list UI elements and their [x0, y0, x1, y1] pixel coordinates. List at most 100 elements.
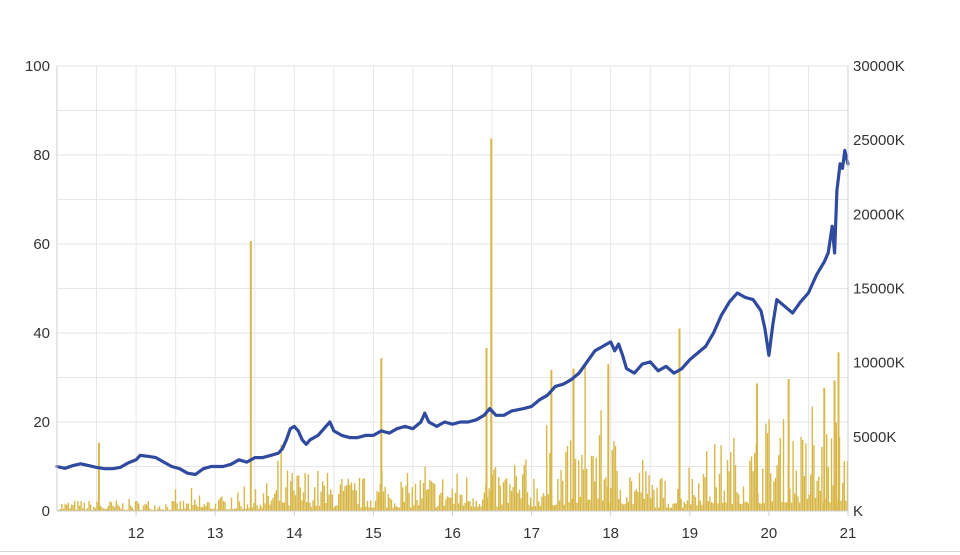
- volume-bar: [781, 502, 783, 511]
- volume-bar: [723, 490, 725, 511]
- volume-bar: [256, 505, 258, 511]
- volume-bar: [800, 436, 802, 511]
- volume-bar: [389, 497, 391, 511]
- volume-bar: [154, 505, 156, 511]
- volume-bar: [99, 505, 101, 511]
- volume-bar: [645, 471, 647, 511]
- volume-bar: [427, 488, 429, 511]
- volume-bar: [493, 469, 495, 511]
- volume-bar: [610, 488, 612, 511]
- price-point: [841, 167, 844, 170]
- bottom-divider: [0, 551, 960, 552]
- x-tick-label: 17: [523, 525, 540, 542]
- y-left-tick-label: 60: [33, 236, 50, 253]
- volume-bar: [118, 506, 121, 511]
- volume-bar: [778, 455, 780, 511]
- volume-bar: [322, 481, 324, 511]
- volume-bar: [251, 507, 253, 511]
- volume-bar: [728, 471, 730, 511]
- price-point: [554, 385, 557, 388]
- volume-bar: [166, 507, 169, 511]
- volume-bar: [662, 497, 665, 511]
- volume-bar: [650, 498, 652, 511]
- volume-bar: [656, 487, 658, 511]
- y-right-tick-label: K: [853, 503, 863, 520]
- volume-bar: [93, 506, 95, 511]
- price-point: [760, 310, 762, 312]
- volume-bar: [632, 504, 634, 511]
- price-point: [364, 434, 367, 437]
- volume-bar: [432, 482, 434, 511]
- volume-bar: [347, 478, 349, 511]
- volume-bar: [349, 484, 351, 511]
- volume-bar: [810, 474, 812, 511]
- volume-bar: [798, 502, 801, 511]
- volume-bar: [168, 509, 170, 511]
- volume-bar: [270, 500, 273, 511]
- price-point: [380, 430, 383, 432]
- volume-bar: [232, 508, 234, 511]
- price-point: [839, 163, 841, 165]
- volume-bar: [542, 493, 545, 511]
- volume-bar: [667, 503, 669, 511]
- volume-bar: [517, 492, 519, 511]
- volume-bar: [294, 495, 297, 511]
- volume-bar: [819, 490, 821, 511]
- volume-bar: [400, 481, 402, 511]
- volume-bar: [371, 507, 373, 511]
- volume-bar: [450, 497, 452, 511]
- price-point: [495, 414, 497, 417]
- volume-bar: [536, 488, 538, 511]
- volume-bar: [219, 497, 221, 511]
- volume-bar: [502, 481, 505, 511]
- volume-bar: [234, 508, 236, 511]
- volume-bar: [296, 475, 298, 511]
- volume-bar: [434, 484, 436, 511]
- volume-bar: [205, 505, 207, 511]
- volume-bar: [275, 490, 277, 511]
- volume-bar: [454, 492, 457, 511]
- volume-bar: [826, 434, 828, 511]
- volume-bar: [227, 509, 229, 511]
- volume-bar: [544, 496, 546, 511]
- volume-bar: [70, 504, 73, 511]
- volume-bar: [96, 501, 98, 511]
- volume-bar: [707, 501, 709, 511]
- volume-bar: [782, 419, 785, 511]
- volume-bar: [578, 460, 580, 511]
- volume-bar: [395, 506, 397, 511]
- volume-bar: [830, 438, 833, 511]
- price-point: [269, 454, 272, 457]
- volume-bar: [666, 507, 668, 511]
- y-left-tick-label: 100: [25, 58, 50, 75]
- volume-bar: [618, 498, 620, 511]
- volume-bar: [75, 509, 77, 511]
- price-point: [72, 464, 74, 467]
- volume-bar: [611, 450, 613, 511]
- volume-bar: [90, 504, 92, 511]
- volume-bar: [570, 440, 572, 511]
- volume-bar: [91, 509, 93, 511]
- volume-bar: [467, 501, 469, 511]
- volume-bar: [557, 478, 559, 511]
- volume-bar: [790, 502, 793, 511]
- volume-bar: [355, 490, 357, 511]
- price-point: [64, 467, 66, 470]
- volume-bar: [141, 509, 143, 511]
- volume-bar: [410, 507, 412, 511]
- volume-bar: [62, 508, 65, 511]
- volume-bar: [370, 500, 372, 511]
- volume-bar: [346, 485, 348, 511]
- volume-bar: [509, 484, 511, 511]
- volume-bar: [131, 507, 133, 511]
- volume-bar: [339, 484, 341, 511]
- price-point: [79, 463, 82, 465]
- volume-bar: [693, 495, 695, 511]
- price-point: [772, 323, 774, 325]
- volume-bar: [373, 507, 375, 511]
- y-left-tick-label: 80: [33, 147, 50, 164]
- volume-bar: [307, 474, 309, 511]
- volume-bar: [344, 485, 346, 511]
- volume-bar: [309, 502, 311, 511]
- volume-bar: [203, 504, 205, 511]
